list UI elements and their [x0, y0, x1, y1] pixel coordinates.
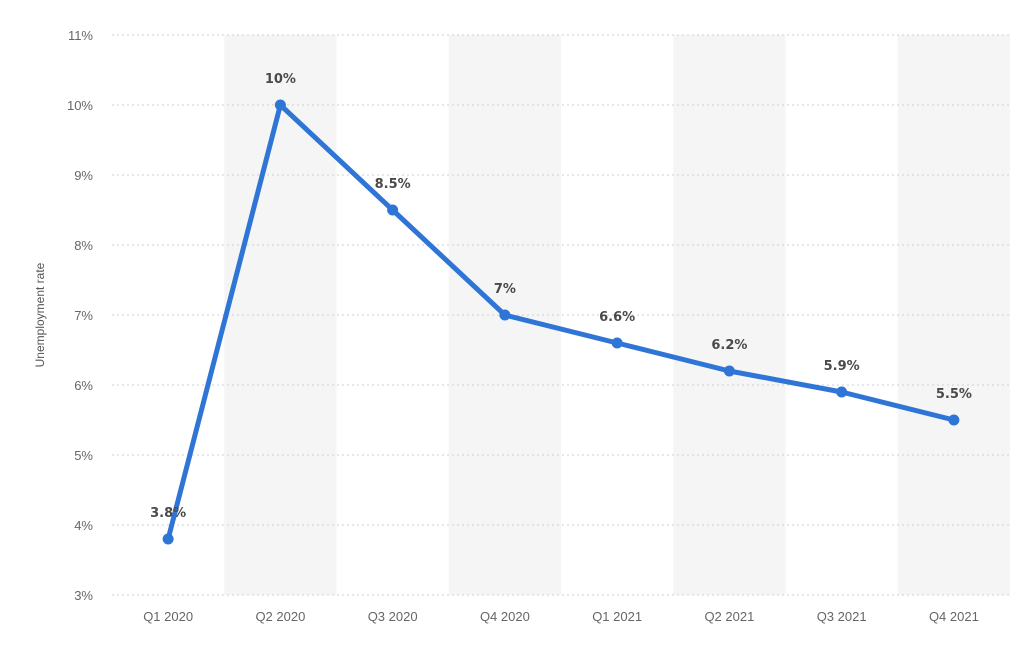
data-label: 8.5%	[375, 177, 411, 192]
y-tick-label: 11%	[68, 28, 93, 43]
data-label: 10%	[265, 72, 296, 87]
y-tick-label: 3%	[74, 588, 93, 603]
x-axis-ticks: Q1 2020 Q2 2020 Q3 2020 Q4 2020 Q1 2021 Q2 20…	[143, 609, 979, 624]
data-label: 5.5%	[936, 387, 972, 402]
data-points	[162, 99, 960, 545]
data-label: 5.9%	[824, 359, 860, 374]
x-tick-label: Q2 2021	[704, 609, 754, 624]
data-point[interactable]	[836, 386, 848, 398]
band-q2-2020	[224, 35, 337, 595]
y-tick-label: 6%	[74, 378, 93, 393]
data-label: 6.6%	[599, 310, 635, 325]
data-point[interactable]	[274, 99, 286, 111]
x-tick-label: Q3 2021	[817, 609, 867, 624]
data-point[interactable]	[948, 414, 960, 426]
data-point[interactable]	[162, 533, 174, 545]
series-line-group	[165, 102, 957, 542]
y-tick-label: 7%	[74, 308, 93, 323]
y-tick-label: 4%	[74, 518, 93, 533]
data-label: 6.2%	[711, 338, 747, 353]
y-tick-label: 10%	[67, 98, 93, 113]
x-tick-label: Q1 2020	[143, 609, 193, 624]
y-axis-ticks: 3% 4% 5% 6% 7% 8% 9% 10% 11%	[67, 28, 93, 603]
data-point[interactable]	[723, 365, 735, 377]
y-axis-title: Unemployment rate	[33, 262, 47, 367]
y-tick-label: 9%	[74, 168, 93, 183]
series-line	[165, 102, 957, 542]
x-tick-label: Q1 2021	[592, 609, 642, 624]
x-tick-label: Q4 2020	[480, 609, 530, 624]
data-label: 7%	[494, 282, 516, 297]
x-tick-label: Q2 2020	[255, 609, 305, 624]
y-tick-label: 5%	[74, 448, 93, 463]
data-point[interactable]	[387, 204, 399, 216]
x-tick-label: Q3 2020	[368, 609, 418, 624]
data-labels: 3.8% 10% 8.5% 7% 6.6% 6.2% 5.9% 5.5%	[150, 72, 972, 521]
band-q2-2021	[673, 35, 786, 595]
y-tick-label: 8%	[74, 238, 93, 253]
data-point[interactable]	[611, 337, 623, 349]
data-point[interactable]	[499, 309, 511, 321]
data-label: 3.8%	[150, 506, 186, 521]
x-tick-label: Q4 2021	[929, 609, 979, 624]
